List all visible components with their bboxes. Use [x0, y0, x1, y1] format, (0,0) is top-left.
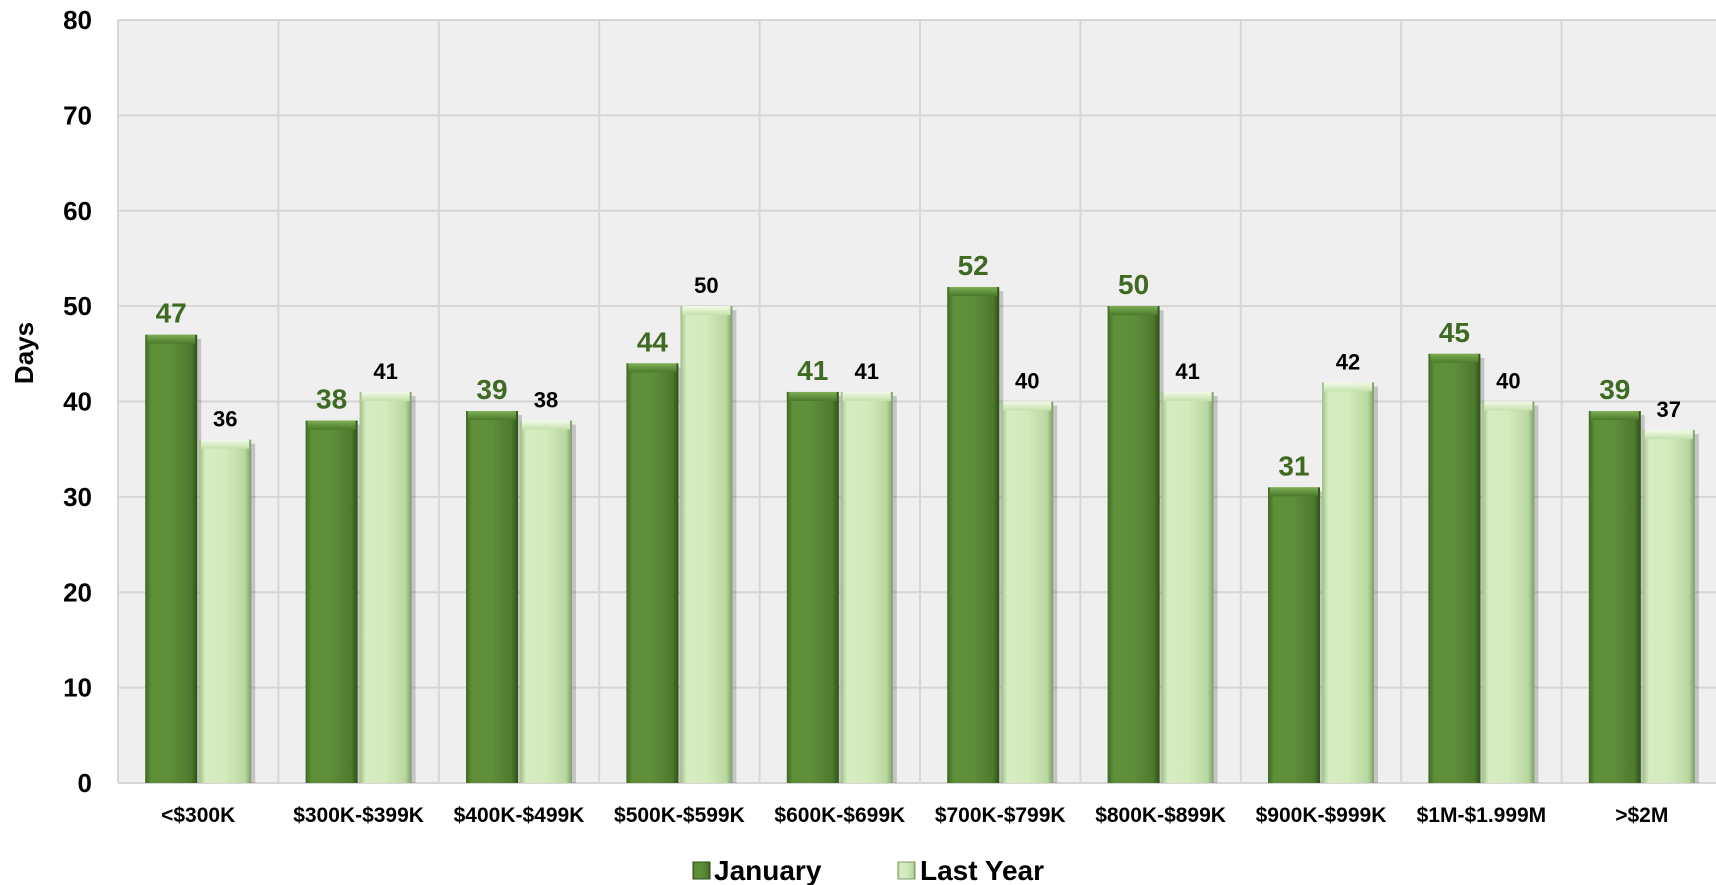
bar-january — [786, 391, 839, 783]
bar-january — [947, 287, 1000, 783]
bar-bevel — [361, 391, 410, 401]
data-label-january: 50 — [1118, 269, 1149, 300]
bar-bevel — [201, 439, 250, 449]
bars — [145, 287, 1699, 783]
bar-january — [145, 334, 198, 783]
y-tick-label: 20 — [63, 577, 92, 607]
data-label-january: 38 — [316, 384, 347, 415]
bar-bevel — [1590, 411, 1639, 421]
bar-january — [1268, 487, 1320, 783]
x-tick-label: $700K-$799K — [935, 804, 1066, 827]
x-tick-label: $1M-$1.999M — [1417, 804, 1547, 827]
data-label-january: 39 — [476, 374, 507, 405]
bar-bevel — [147, 334, 196, 344]
x-tick-label: $500K-$599K — [614, 804, 745, 827]
y-tick-label: 80 — [63, 5, 92, 35]
x-tick-label: $600K-$699K — [774, 804, 905, 827]
bar-bevel — [628, 363, 677, 373]
bar-last-year — [680, 306, 733, 783]
data-label-last-year: 41 — [1175, 359, 1199, 384]
legend-swatch — [897, 861, 916, 880]
data-labels: 47 36 38 41 39 38 44 50 41 41 52 40 50 41 31 42 45 40 39 37 — [156, 250, 1681, 481]
data-label-last-year: 40 — [1496, 369, 1520, 394]
data-label-last-year: 40 — [1015, 369, 1039, 394]
data-label-last-year: 42 — [1336, 349, 1360, 374]
y-tick-label: 40 — [63, 387, 92, 417]
bar-bevel — [1644, 430, 1693, 440]
data-label-january: 39 — [1599, 374, 1630, 405]
bar-bevel — [1324, 382, 1372, 392]
data-label-january: 47 — [156, 298, 187, 329]
bar-bevel — [842, 391, 891, 401]
legend-swatch — [692, 861, 711, 880]
data-label-january: 52 — [958, 250, 989, 281]
y-tick-label: 10 — [63, 673, 92, 703]
bar-bevel — [468, 411, 516, 421]
x-tick-label: $800K-$899K — [1095, 804, 1226, 827]
data-label-last-year: 36 — [213, 407, 237, 432]
data-label-last-year: 41 — [855, 359, 879, 384]
x-tick-label: >$2M — [1615, 804, 1668, 827]
y-tick-label: 0 — [78, 768, 92, 798]
x-tick-label: $400K-$499K — [454, 804, 585, 827]
y-axis-label: Days — [9, 322, 39, 384]
bar-last-year — [1482, 401, 1535, 783]
bar-bevel — [1484, 401, 1533, 411]
data-label-january: 41 — [797, 355, 828, 386]
data-label-january: 45 — [1439, 317, 1470, 348]
data-label-last-year: 41 — [373, 359, 397, 384]
bar-bevel — [1270, 487, 1318, 497]
data-label-january: 31 — [1278, 450, 1309, 481]
bar-bevel — [1430, 353, 1479, 363]
y-tick-label: 30 — [63, 482, 92, 512]
bar-january — [305, 420, 358, 783]
legend: January Last Year — [692, 855, 1044, 885]
y-tick-label: 50 — [63, 291, 92, 321]
x-tick-label: $300K-$399K — [293, 804, 424, 827]
legend-label: Last Year — [920, 855, 1044, 885]
bar-bevel — [949, 287, 998, 297]
bar-january — [1107, 306, 1160, 783]
data-label-last-year: 38 — [534, 388, 558, 413]
data-label-january: 44 — [637, 326, 669, 357]
x-tick-label: $900K-$999K — [1256, 804, 1387, 827]
bar-last-year — [1322, 382, 1374, 783]
y-tick-label: 60 — [63, 196, 92, 226]
bar-last-year — [1161, 391, 1214, 783]
bar-last-year — [1642, 430, 1695, 783]
bar-january — [626, 363, 679, 783]
bar-bevel — [682, 306, 731, 316]
bar-last-year — [520, 420, 572, 783]
bar-last-year — [199, 439, 252, 783]
axes: 0 10 20 30 40 50 60 70 80 <$300K $300K-$399K $400K-… — [63, 5, 1668, 827]
x-tick-label: <$300K — [161, 804, 235, 827]
bar-last-year — [359, 391, 412, 783]
data-label-last-year: 50 — [694, 273, 718, 298]
bar-january — [466, 411, 518, 783]
bar-last-year — [1001, 401, 1054, 783]
bar-bevel — [1163, 391, 1212, 401]
bar-january — [1588, 411, 1641, 783]
bar-bevel — [788, 391, 837, 401]
legend-label: January — [714, 855, 822, 885]
bar-bevel — [522, 420, 570, 430]
y-tick-label: 70 — [63, 100, 92, 130]
bar-january — [1428, 353, 1481, 783]
data-label-last-year: 37 — [1657, 397, 1681, 422]
bar-last-year — [840, 391, 893, 783]
bar-bevel — [307, 420, 356, 430]
bar-bevel — [1003, 401, 1052, 411]
bar-bevel — [1109, 306, 1158, 316]
